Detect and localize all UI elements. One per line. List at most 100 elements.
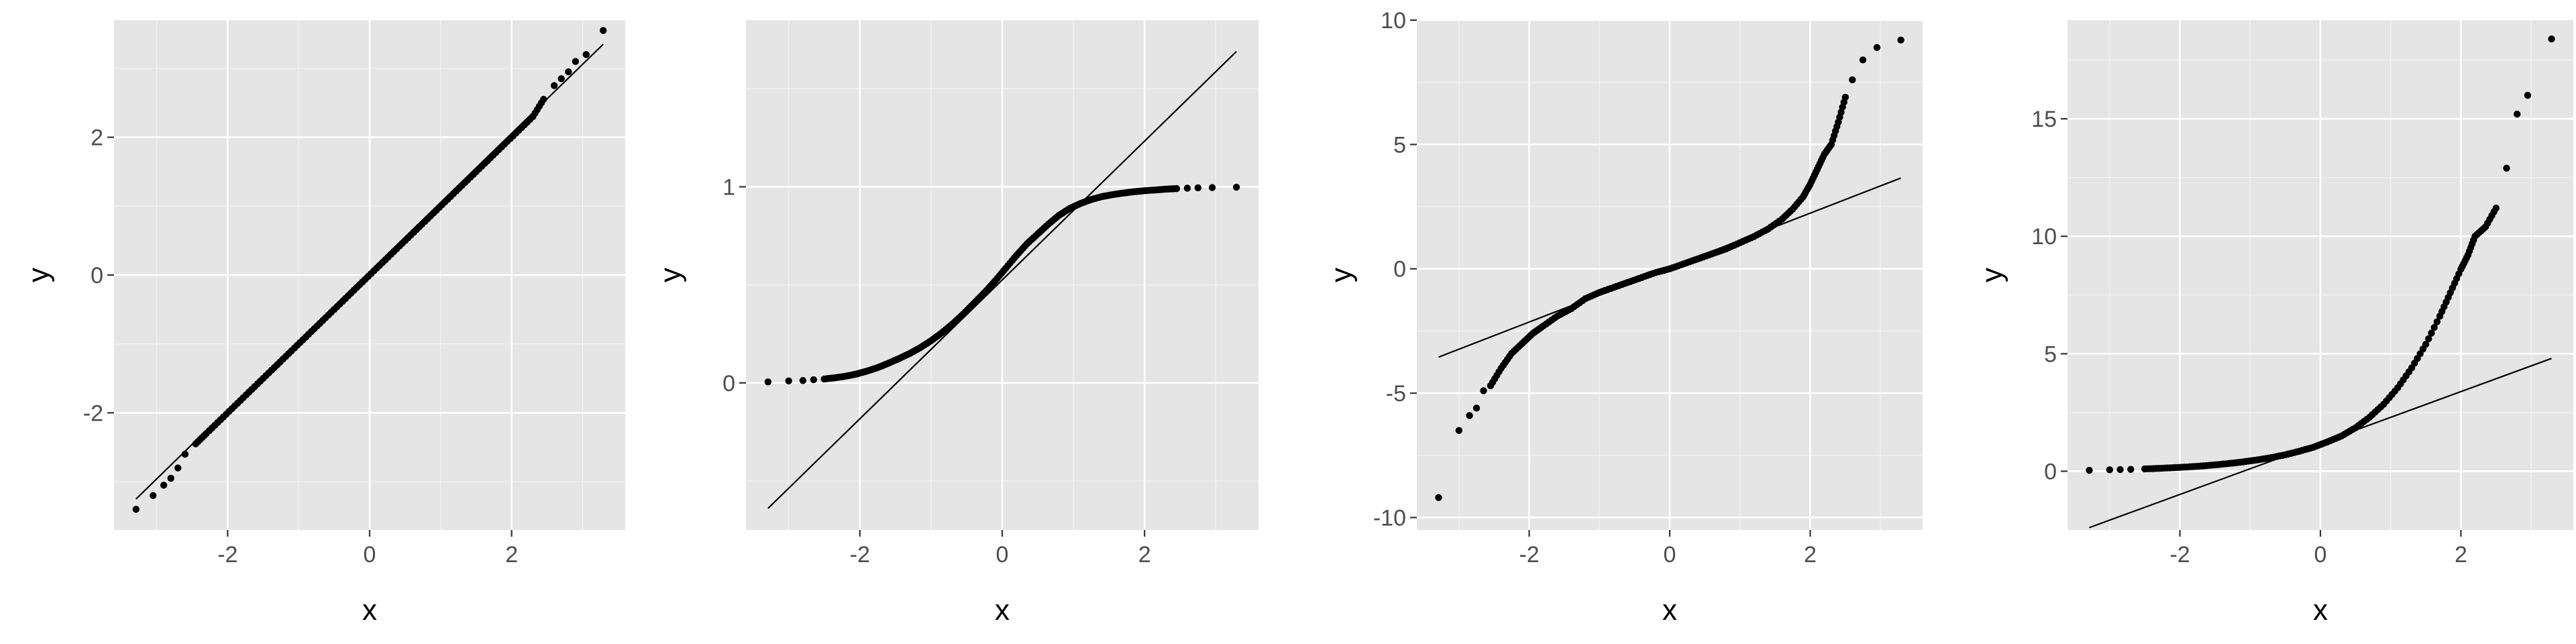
- data-point: [1232, 183, 1240, 191]
- data-point: [370, 267, 378, 275]
- x-tick-label: 2: [1138, 542, 1151, 568]
- data-point: [1719, 246, 1727, 254]
- data-point: [550, 82, 558, 89]
- data-point: [599, 27, 607, 34]
- data-point: [356, 281, 364, 288]
- data-point: [181, 450, 189, 458]
- data-point: [132, 505, 140, 513]
- data-point: [1472, 405, 1481, 412]
- data-point: [2265, 454, 2272, 462]
- data-point: [1840, 99, 1847, 106]
- data-point: [1849, 76, 1856, 84]
- data-point: [526, 115, 534, 123]
- data-point: [1873, 44, 1881, 51]
- y-tick-label: 10: [2031, 224, 2057, 250]
- data-point: [2251, 456, 2258, 464]
- data-point: [1593, 290, 1601, 298]
- data-point: [572, 58, 580, 65]
- x-tick-label: -2: [1519, 542, 1539, 568]
- data-point: [1565, 307, 1572, 314]
- data-point: [2490, 208, 2498, 215]
- data-point: [2116, 466, 2124, 474]
- data-point: [1649, 270, 1657, 277]
- y-axis-title: y: [1325, 268, 1358, 282]
- x-tick-label: 2: [1804, 542, 1817, 568]
- data-point: [2106, 466, 2114, 474]
- data-point: [2166, 464, 2174, 472]
- data-point: [1805, 183, 1813, 191]
- data-point: [968, 302, 975, 309]
- y-tick-label: 1: [722, 174, 735, 200]
- data-point: [384, 254, 392, 261]
- data-point: [2514, 110, 2521, 118]
- x-tick-label: 2: [505, 542, 518, 568]
- x-tick-label: 0: [1664, 542, 1676, 568]
- data-point: [1635, 274, 1643, 282]
- y-tick-label: -10: [1373, 505, 1406, 531]
- data-point: [413, 226, 421, 233]
- data-point: [2222, 460, 2230, 468]
- data-point: [1171, 185, 1178, 193]
- data-point: [1551, 314, 1558, 322]
- y-tick-label: 2: [91, 125, 103, 151]
- y-tick-label: -2: [83, 400, 103, 426]
- y-tick-label: -5: [1386, 381, 1406, 407]
- data-point: [2180, 464, 2188, 471]
- data-point: [764, 378, 772, 386]
- data-point: [2391, 387, 2399, 395]
- data-point: [455, 184, 463, 192]
- data-point: [270, 364, 278, 371]
- data-point: [537, 99, 545, 107]
- data-point: [1833, 123, 1841, 130]
- data-point: [1776, 217, 1783, 225]
- data-point: [512, 129, 520, 137]
- data-point: [1000, 267, 1008, 274]
- data-point: [470, 170, 477, 178]
- data-point: [2335, 433, 2343, 441]
- data-point: [2419, 345, 2427, 353]
- data-point: [565, 68, 572, 76]
- data-point: [2479, 225, 2487, 233]
- x-tick-label: -2: [2169, 542, 2190, 568]
- y-tick-label: 10: [1381, 8, 1406, 34]
- data-point: [799, 377, 807, 384]
- x-tick-label: 0: [996, 542, 1009, 568]
- data-point: [1435, 494, 1442, 502]
- data-point: [160, 482, 168, 489]
- x-tick-label: -2: [217, 542, 237, 568]
- data-point: [2428, 329, 2435, 337]
- data-point: [2279, 451, 2286, 459]
- x-tick-label: 0: [364, 542, 376, 568]
- data-point: [2152, 465, 2160, 472]
- data-point: [313, 322, 321, 330]
- data-point: [1578, 297, 1587, 305]
- data-point: [1455, 427, 1463, 434]
- y-axis-title: y: [654, 268, 687, 282]
- data-point: [285, 350, 292, 358]
- y-tick-label: 5: [2044, 341, 2057, 367]
- data-point: [441, 198, 449, 206]
- data-point: [1733, 240, 1741, 248]
- y-axis-title: y: [22, 268, 55, 282]
- data-point: [2349, 425, 2357, 433]
- data-point: [1010, 254, 1018, 262]
- data-point: [2463, 254, 2471, 262]
- data-point: [1021, 242, 1029, 250]
- y-tick-label: 0: [722, 371, 735, 396]
- data-point: [2430, 323, 2438, 331]
- data-point: [2503, 164, 2510, 172]
- y-tick-label: 0: [1393, 257, 1406, 282]
- data-point: [2470, 236, 2477, 244]
- data-point: [2433, 318, 2441, 325]
- data-point: [256, 377, 264, 385]
- data-point: [1621, 280, 1629, 287]
- y-tick-label: 15: [2031, 107, 2057, 132]
- data-point: [1705, 251, 1713, 259]
- y-tick-label: 0: [2044, 459, 2057, 484]
- data-point: [1748, 234, 1755, 241]
- data-point: [167, 474, 174, 482]
- data-point: [1859, 56, 1867, 64]
- qq-plot-right-skewed: -2 0 2 0 5 10 15 x y: [1976, 20, 2573, 627]
- x-tick-label: -2: [850, 542, 870, 568]
